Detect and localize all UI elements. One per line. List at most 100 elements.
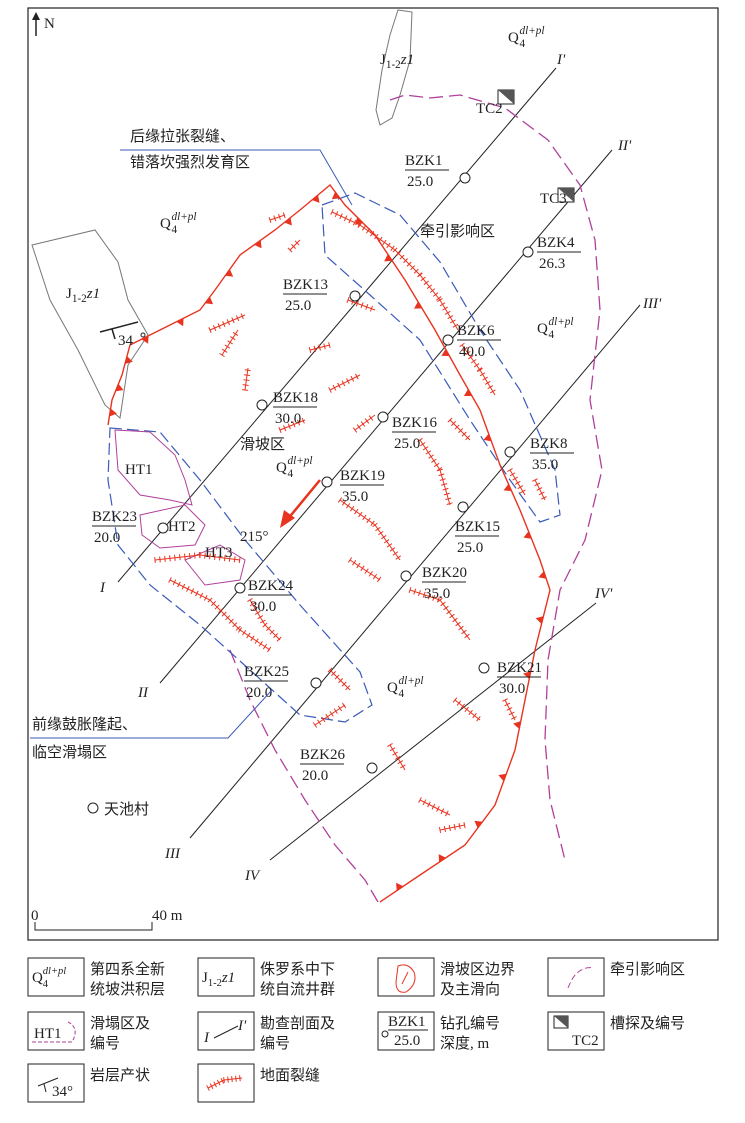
fissure-tick xyxy=(389,747,396,752)
callout-text: 错落坎强烈发育区 xyxy=(130,154,250,171)
fissure-tick xyxy=(450,319,456,324)
fissure-tick xyxy=(360,421,366,427)
legend-label: 及主滑向 xyxy=(440,981,500,998)
boundary-tooth xyxy=(384,254,393,262)
dip-strike xyxy=(99,321,139,333)
legend-label: 滑塌区及 xyxy=(90,1015,150,1032)
fissure-tick xyxy=(345,503,351,509)
fissure-tick xyxy=(442,306,448,311)
legend-symbol: 34° xyxy=(37,1077,73,1100)
fissure-tick xyxy=(408,586,412,594)
formation-base: Q xyxy=(276,460,287,476)
fissure-tick xyxy=(369,305,373,312)
boundary-tooth xyxy=(413,301,423,309)
fissure-tick xyxy=(396,251,402,257)
collapse-label: HT1 xyxy=(125,462,153,478)
fissure-tick xyxy=(276,636,282,642)
fissure-tick xyxy=(470,359,477,364)
map-frame xyxy=(27,7,719,941)
legend-symbol: BZK1 25.0 xyxy=(381,1014,428,1049)
fissure-tick xyxy=(477,368,483,372)
fissure-tick xyxy=(313,345,317,352)
section-line xyxy=(117,67,557,583)
fissure-tick xyxy=(181,583,186,590)
jurassic-outcrop xyxy=(375,9,413,126)
fissure-tick xyxy=(352,559,357,566)
fissure-line xyxy=(269,214,286,221)
ground-fissure xyxy=(268,212,286,224)
formation-sup: dl+pl xyxy=(288,455,313,467)
fissure-tick xyxy=(364,418,370,424)
ground-fissure xyxy=(312,702,347,728)
fissure-tick xyxy=(294,240,300,246)
boundary-tooth xyxy=(331,191,340,200)
fissure-tick xyxy=(287,247,293,253)
formation-sub: 4 xyxy=(172,224,178,236)
fissure-tick xyxy=(183,553,186,560)
fissure-tick xyxy=(172,579,177,586)
ground-fissure xyxy=(278,417,306,433)
fissure-tick xyxy=(422,591,426,598)
fissure-tick xyxy=(238,556,241,564)
fissure-tick xyxy=(422,799,427,806)
fissure-tick xyxy=(389,547,396,552)
fissure-tick xyxy=(231,1076,233,1083)
fissure-tick xyxy=(328,342,331,349)
fissure-tick xyxy=(431,458,437,463)
legend-label: 统自流井群 xyxy=(260,981,335,998)
fissure-tick xyxy=(462,346,468,352)
borehole-id: BZK20 xyxy=(422,565,467,581)
fissure-tick xyxy=(291,243,297,249)
legend-symbol xyxy=(395,964,416,993)
fissure-tick xyxy=(443,492,450,496)
ground-fissure xyxy=(247,598,282,642)
formation-label: Q4dl+pl xyxy=(276,455,312,480)
fissure-tick xyxy=(179,554,181,561)
fissure-line xyxy=(449,419,471,441)
borehole-id: BZK18 xyxy=(273,390,318,406)
fissure-tick xyxy=(438,826,442,834)
legend-label: 牵引影响区 xyxy=(610,961,685,978)
formation-base: Q xyxy=(537,321,548,337)
fissure-tick xyxy=(386,242,391,249)
fissure-tick xyxy=(370,520,375,526)
fissure-tick xyxy=(211,601,217,607)
fissure-tick xyxy=(246,632,251,639)
fissure-tick xyxy=(355,373,359,380)
fissure-tick xyxy=(460,703,466,709)
fissure-tick xyxy=(418,590,421,597)
ground-fissure xyxy=(418,797,451,817)
fissure-tick xyxy=(232,331,239,336)
fissure-tick xyxy=(458,625,464,631)
fissure-tick xyxy=(350,375,355,382)
boundary-tooth xyxy=(498,773,507,782)
fissure-tick xyxy=(465,435,471,441)
boundary-tooth xyxy=(503,483,512,492)
fissure-tick xyxy=(428,454,434,459)
boundary-tooth xyxy=(115,383,124,392)
fissure-line xyxy=(279,419,306,431)
fissure-tick xyxy=(332,384,337,391)
borehole-depth: 26.3 xyxy=(539,256,565,272)
legend-label: 编号 xyxy=(90,1035,120,1052)
ground-fissure xyxy=(308,342,331,354)
legend-symbol-box xyxy=(27,1011,85,1051)
formation-label: J1-2z1 xyxy=(202,970,235,989)
slide-arrow xyxy=(286,479,321,521)
fissure-tick xyxy=(442,487,449,491)
formation-sup: dl+pl xyxy=(399,675,424,687)
fissure-tick xyxy=(342,702,347,709)
fissure-tick xyxy=(465,350,471,356)
ground-fissure xyxy=(206,1075,243,1091)
fissure-line xyxy=(439,824,466,831)
fissure-tick xyxy=(451,421,457,427)
fissure-tick xyxy=(508,711,515,716)
boundary-tooth xyxy=(441,349,450,356)
formation-label: Q4dl+pl xyxy=(508,25,544,50)
trench-fill xyxy=(558,188,574,202)
legend-symbol-box xyxy=(197,1063,255,1103)
fissure-tick xyxy=(440,808,445,815)
fissure-tick xyxy=(377,576,382,583)
legend-label: 钻孔编号 xyxy=(440,1015,500,1032)
fissure-tick xyxy=(509,472,516,477)
